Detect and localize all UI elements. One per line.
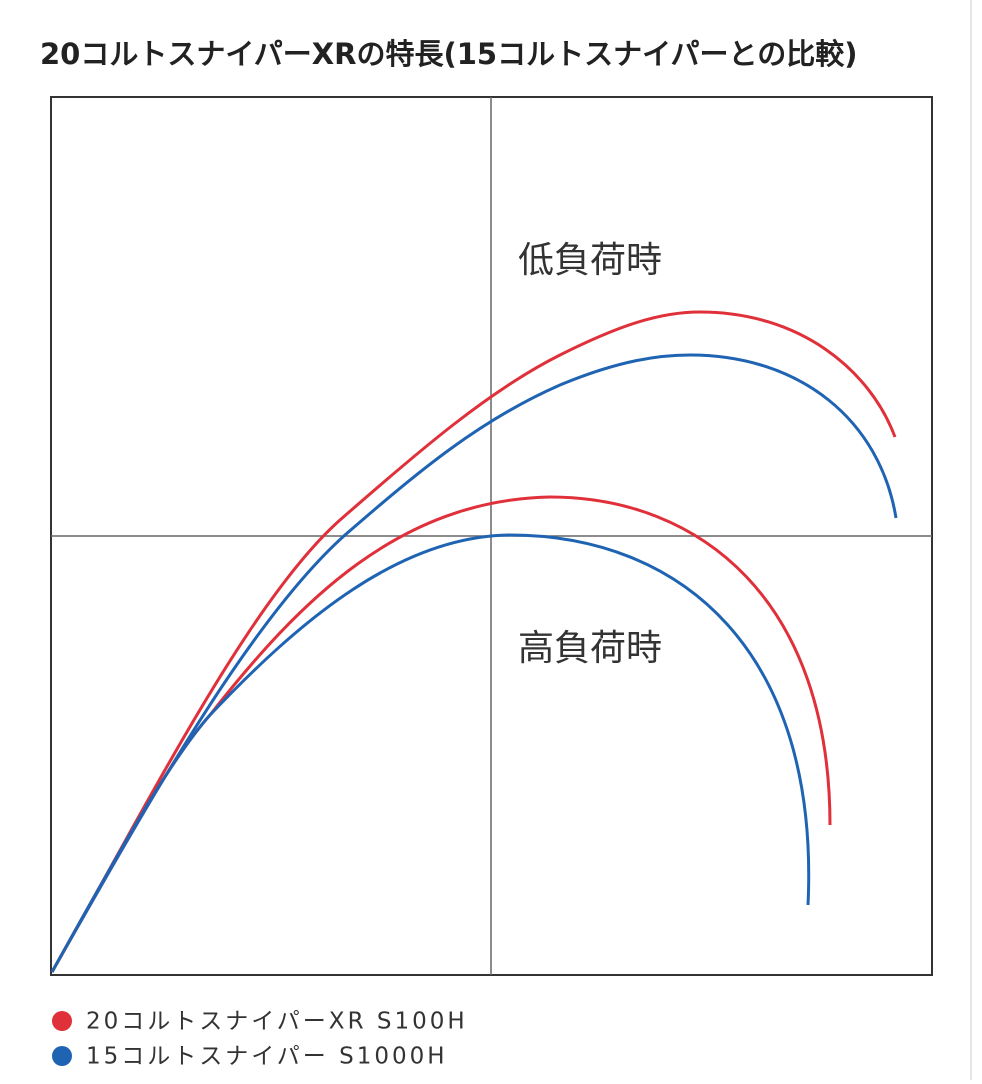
legend-dot [52, 1011, 72, 1031]
annotation: 低負荷時 [518, 240, 662, 281]
annotation: 高負荷時 [518, 628, 662, 669]
legend-label: 20コルトスナイパーXR S100H [86, 1009, 468, 1035]
curve [50, 353, 898, 973]
title: 20コルトスナイパーXRの特長(15コルトスナイパーとの比較) [40, 37, 857, 71]
legend-dot [52, 1046, 72, 1066]
legend-label: 15コルトスナイパー S1000H [86, 1044, 448, 1070]
curve [50, 310, 897, 973]
curve [50, 495, 832, 973]
curve [50, 533, 811, 973]
